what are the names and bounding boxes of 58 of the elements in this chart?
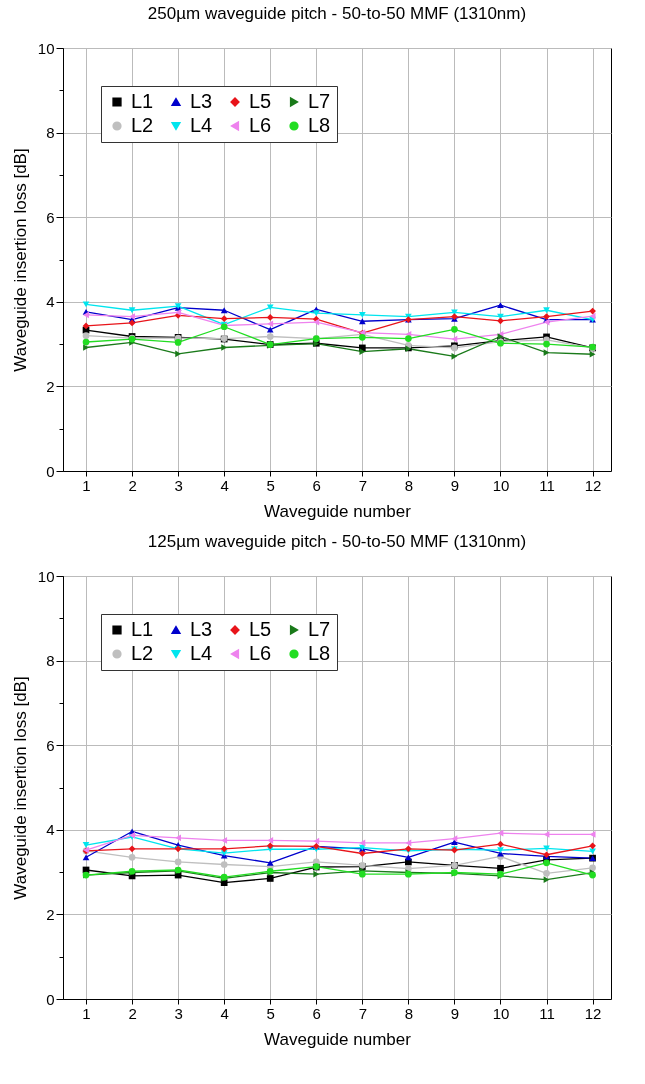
x-tick-label: 11 [539,476,555,494]
y-tick-label: 10 [37,567,55,585]
legend-label: L5 [249,90,272,112]
y-tick-label: 6 [46,208,55,226]
y-axis-title: Waveguide insertion loss [dB] [10,148,30,372]
x-tick-label: 8 [404,1004,414,1022]
x-axis-title: Waveguide number [264,1029,412,1049]
y-tick-label: 4 [46,293,55,311]
y-tick-label: 0 [46,990,55,1008]
legend-label: L2 [131,114,154,136]
x-tick-label: 5 [266,1004,275,1022]
chart-title: 250µm waveguide pitch - 50-to-50 MMF (1310nm) [147,4,527,23]
legend-label: L2 [131,642,154,664]
y-tick-label: 6 [46,736,55,754]
y-tick-label: 10 [37,39,55,57]
x-tick-label: 3 [174,1004,183,1022]
y-tick-label: 2 [46,905,55,923]
x-tick-label: 6 [312,476,321,494]
legend-label: L1 [131,90,154,112]
x-tick-label: 9 [450,476,460,494]
x-tick-label: 4 [220,1004,229,1022]
x-tick-label: 3 [174,476,183,494]
y-tick-label: 8 [46,652,55,670]
legend-label: L7 [308,618,331,640]
x-tick-label: 10 [492,1004,510,1022]
x-tick-label: 12 [584,476,602,494]
y-tick-label: 2 [46,377,55,395]
legend-label: L8 [308,114,331,136]
y-tick-label: 4 [46,821,55,839]
legend-label: L3 [190,90,213,112]
x-tick-label: 5 [266,476,275,494]
x-tick-label: 4 [220,476,229,494]
y-tick-label: 8 [46,124,55,142]
x-axis-title: Waveguide number [264,501,412,521]
y-tick-label: 0 [46,462,55,480]
x-tick-label: 11 [539,1004,555,1022]
x-tick-label: 1 [82,1004,91,1022]
y-axis-title: Waveguide insertion loss [dB] [10,676,30,900]
legend-label: L4 [190,114,213,136]
x-tick-label: 10 [492,476,510,494]
chart-title: 125µm waveguide pitch - 50-to-50 MMF (1310nm) [147,532,527,551]
legend-label: L3 [190,618,213,640]
x-tick-label: 2 [128,476,137,494]
x-tick-label: 6 [312,1004,321,1022]
x-tick-label: 7 [358,1004,367,1022]
legend-label: L8 [308,642,331,664]
legend-label: L5 [249,618,272,640]
legend-label: L1 [131,618,154,640]
legend-label: L4 [190,642,213,664]
x-tick-label: 12 [584,1004,602,1022]
legend-label: L6 [249,642,272,664]
x-tick-label: 2 [128,1004,137,1022]
legend-label: L7 [308,90,331,112]
x-tick-label: 9 [450,1004,460,1022]
legend-label: L6 [249,114,272,136]
x-tick-label: 8 [404,476,414,494]
x-tick-label: 1 [82,476,91,494]
x-tick-label: 7 [358,476,367,494]
